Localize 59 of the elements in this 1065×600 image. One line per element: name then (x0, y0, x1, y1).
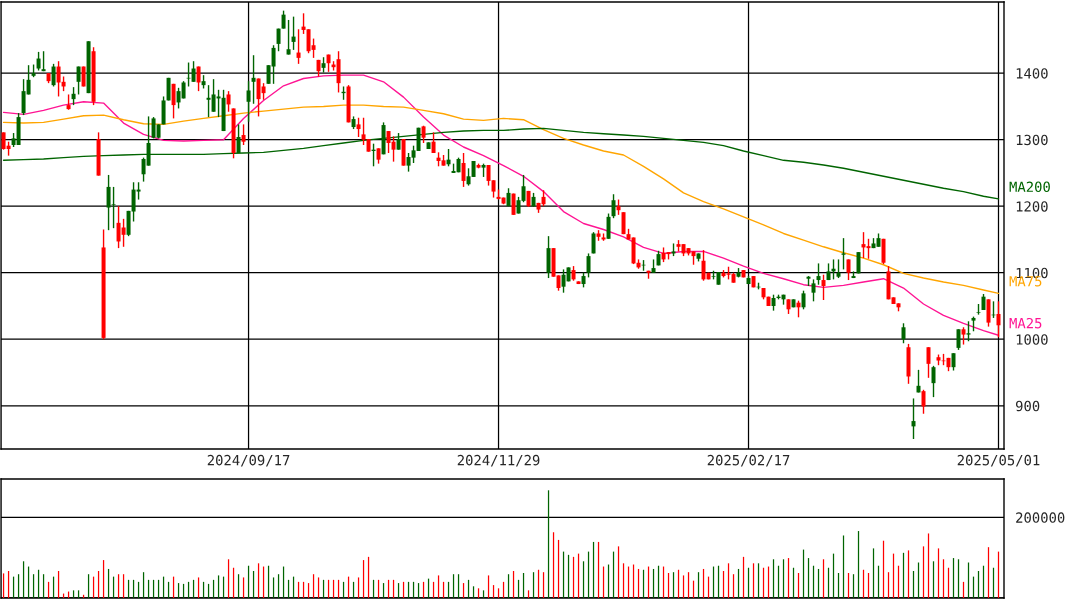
candlestick (586, 252, 591, 279)
candlestick (926, 346, 931, 379)
candlestick (881, 238, 886, 265)
candlestick (171, 83, 176, 120)
candlestick (391, 135, 396, 163)
x-tick-label: 2024/09/17 (207, 454, 290, 467)
candlestick (111, 186, 116, 229)
candlestick (821, 274, 826, 301)
candlestick (461, 152, 466, 188)
candlestick (286, 19, 291, 56)
candlestick (121, 218, 126, 248)
candlestick (966, 320, 971, 342)
candlestick (226, 90, 231, 113)
y-tick-label: 1300 (1016, 134, 1048, 146)
x-tick-label: 2025/05/01 (957, 454, 1040, 467)
candlestick (611, 193, 616, 219)
candlestick (836, 258, 841, 279)
candlestick (866, 238, 871, 260)
candlestick (606, 212, 611, 240)
candlestick (931, 365, 936, 398)
candlestick (911, 397, 916, 440)
candlestick (216, 89, 221, 118)
candlestick (901, 322, 906, 344)
candlestick (956, 328, 961, 351)
y-tick-label: 1400 (1016, 68, 1048, 79)
series-label: MA25 (1009, 317, 1042, 329)
candlestick (841, 237, 846, 271)
y-tick-label: 200000 (1016, 512, 1065, 523)
candlestick (191, 60, 196, 83)
candlestick (56, 60, 61, 98)
candlestick (336, 50, 341, 94)
candlestick (196, 65, 201, 92)
candlestick (996, 300, 1001, 338)
candlestick (846, 258, 851, 281)
candlestick (816, 262, 821, 286)
candlestick (51, 63, 56, 88)
candlestick (271, 44, 276, 85)
candlestick (76, 65, 81, 96)
line-series (2, 74, 1000, 336)
y-tick-label: 1000 (1016, 334, 1048, 345)
candlestick (241, 123, 246, 146)
candlestick (161, 95, 166, 126)
candlestick (811, 278, 816, 303)
y-tick-label: 1200 (1016, 201, 1048, 212)
candlestick (36, 51, 41, 72)
candlestick (986, 298, 991, 328)
candlestick (251, 54, 256, 105)
x-tick-label: 2025/02/17 (707, 454, 790, 467)
candlestick (296, 28, 301, 65)
line-series (2, 104, 1000, 295)
candlestick (291, 15, 296, 51)
x-tick-label: 2024/11/29 (457, 454, 540, 467)
line-series (2, 127, 1000, 200)
y-tick-label: 900 (1015, 400, 1040, 412)
candlestick (921, 389, 926, 415)
series-label: MA200 (1009, 181, 1050, 193)
candlestick (356, 117, 361, 138)
candlestick (801, 289, 806, 311)
candlestick (246, 80, 251, 123)
